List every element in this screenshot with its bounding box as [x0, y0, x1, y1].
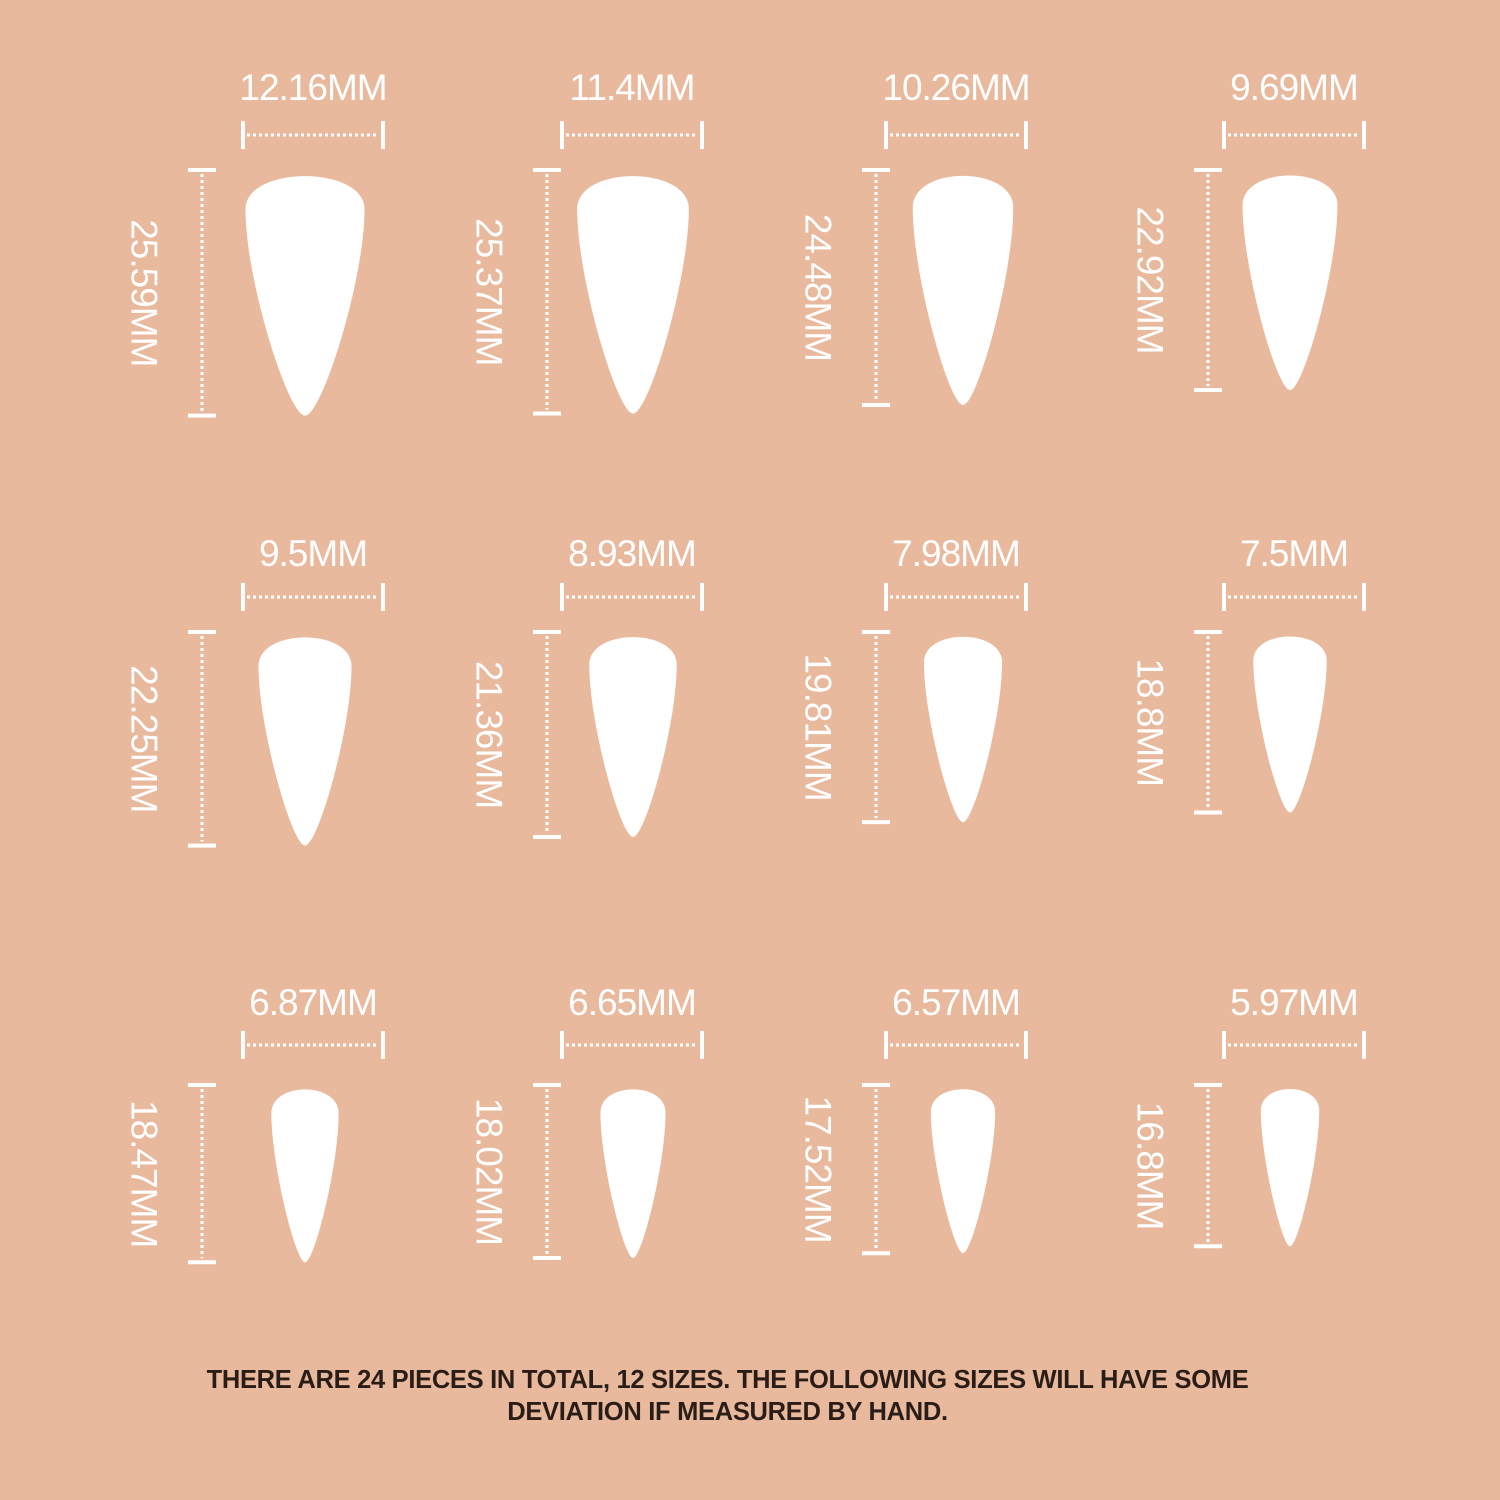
- width-label: 6.57MM: [892, 982, 1020, 1023]
- width-label: 7.5MM: [1240, 533, 1348, 574]
- width-label: 9.5MM: [259, 533, 367, 574]
- width-label: 9.69MM: [1230, 67, 1358, 108]
- length-label: 21.36MM: [469, 661, 510, 808]
- nail-shape: [1253, 636, 1327, 813]
- nail-shape: [600, 1089, 666, 1258]
- nail-shape: [245, 176, 365, 416]
- nail-size-item: 8.93MM 21.36MM: [469, 533, 704, 840]
- width-label: 11.4MM: [570, 67, 695, 108]
- nail-size-item: 10.26MM 24.48MM: [798, 67, 1031, 408]
- nail-size-item: 6.87MM 18.47MM: [124, 982, 385, 1265]
- nail-size-item: 9.5MM 22.25MM: [124, 533, 385, 848]
- width-label: 10.26MM: [882, 67, 1029, 108]
- nail-size-item: 7.98MM 19.81MM: [798, 533, 1028, 825]
- nail-shape: [589, 637, 677, 838]
- length-label: 22.25MM: [124, 665, 165, 812]
- length-label: 18.47MM: [124, 1100, 165, 1247]
- length-label: 24.48MM: [798, 214, 839, 361]
- nail-shape: [1260, 1089, 1320, 1247]
- length-label: 22.92MM: [1130, 206, 1171, 353]
- width-label: 8.93MM: [568, 533, 696, 574]
- length-label: 17.52MM: [798, 1095, 839, 1242]
- nail-size-item: 6.57MM 17.52MM: [798, 982, 1028, 1256]
- nail-size-item: 9.69MM 22.92MM: [1130, 67, 1366, 393]
- nail-size-item: 11.4MM 25.37MM: [469, 67, 704, 416]
- nail-shape: [258, 637, 352, 846]
- width-label: 6.87MM: [249, 982, 377, 1023]
- nail-shape: [271, 1089, 339, 1263]
- length-label: 25.37MM: [469, 218, 510, 365]
- length-label: 19.81MM: [798, 653, 839, 800]
- length-label: 16.8MM: [1130, 1102, 1171, 1230]
- width-label: 5.97MM: [1230, 982, 1358, 1023]
- nail-shape: [923, 636, 1003, 823]
- width-label: 7.98MM: [892, 533, 1020, 574]
- nail-shape: [930, 1089, 996, 1254]
- width-label: 6.65MM: [568, 982, 696, 1023]
- length-label: 18.8MM: [1130, 658, 1171, 786]
- nail-shape: [912, 175, 1014, 406]
- note-line-1: THERE ARE 24 PIECES IN TOTAL, 12 SIZES. …: [206, 1366, 1249, 1394]
- note-line-2: DEVIATION IF MEASURED BY HAND.: [507, 1398, 948, 1426]
- nail-size-item: 12.16MM 25.59MM: [124, 67, 388, 418]
- nail-size-item: 5.97MM 16.8MM: [1130, 982, 1366, 1249]
- length-label: 18.02MM: [469, 1098, 510, 1245]
- nail-size-item: 6.65MM 18.02MM: [469, 982, 704, 1260]
- nail-size-item: 7.5MM 18.8MM: [1130, 533, 1366, 815]
- width-label: 12.16MM: [239, 67, 386, 108]
- nail-shape: [1242, 175, 1338, 391]
- length-label: 25.59MM: [124, 219, 165, 366]
- nail-shape: [577, 176, 689, 414]
